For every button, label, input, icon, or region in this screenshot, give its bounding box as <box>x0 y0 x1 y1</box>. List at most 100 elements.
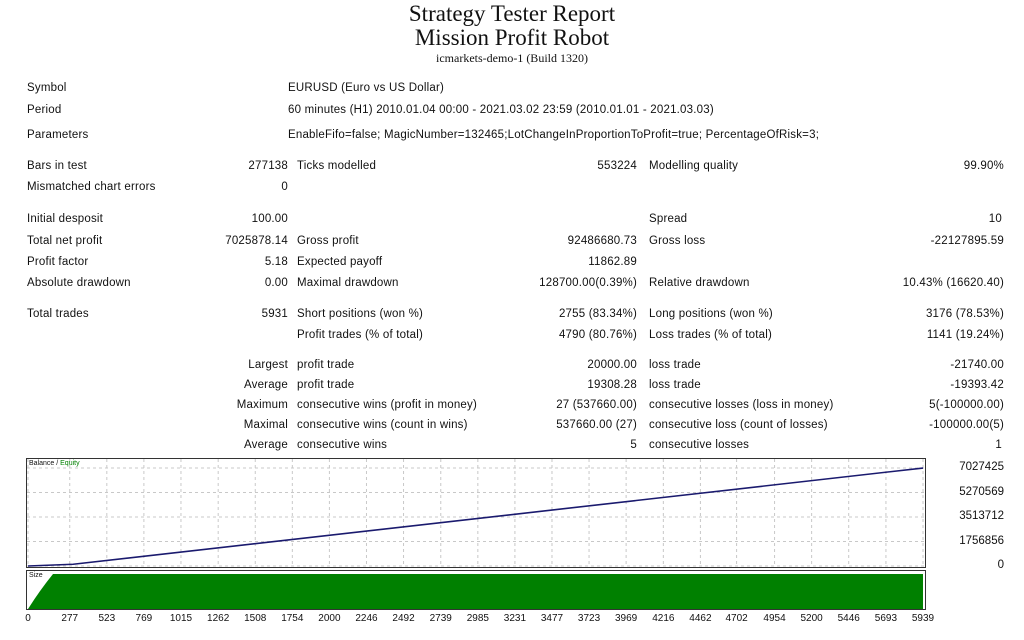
maximal-wins-value: 537660.00 (27) <box>556 419 637 431</box>
y-tick-label: 7027425 <box>959 461 1004 473</box>
x-tick-label: 3231 <box>503 613 527 624</box>
largest-profit-label: profit trade <box>297 359 355 371</box>
x-tick-label: 3969 <box>614 613 638 624</box>
total-trades-label: Total trades <box>27 308 89 320</box>
maximal-drawdown-label: Maximal drawdown <box>297 277 399 289</box>
y-tick-label: 5270569 <box>959 485 1004 498</box>
deposit-label: Initial desposit <box>27 213 104 225</box>
x-tick-label: 2492 <box>392 613 415 624</box>
x-tick-label: 769 <box>135 613 153 624</box>
maximal-losses-value: -100000.00(5) <box>929 419 1004 431</box>
expected-payoff-label: Expected payoff <box>297 256 383 268</box>
x-tick-label: 3477 <box>540 613 564 624</box>
maximum-wins-label: consecutive wins (profit in money) <box>297 399 478 411</box>
x-tick-label: 1015 <box>169 613 193 624</box>
profit-trades-label: Profit trades (% of total) <box>297 329 423 341</box>
x-tick-label: 1754 <box>281 613 304 624</box>
x-tick-label: 1262 <box>207 613 230 624</box>
chart-grid <box>27 459 925 567</box>
x-tick-label: 2246 <box>355 613 378 624</box>
maximum-losses-label: consecutive losses (loss in money) <box>649 399 834 411</box>
parameters-value: EnableFifo=false; MagicNumber=132465;Lot… <box>288 129 820 141</box>
x-tick-label: 4954 <box>763 613 786 624</box>
symbol-value: EURUSD (Euro vs US Dollar) <box>288 82 445 94</box>
x-tick-label: 5939 <box>911 613 935 624</box>
largest-profit-value: 20000.00 <box>587 359 637 371</box>
long-positions-label: Long positions (won %) <box>649 308 773 320</box>
x-tick-label: 2739 <box>429 613 452 624</box>
short-positions-label: Short positions (won %) <box>297 308 424 320</box>
symbol-label: Symbol <box>27 82 67 94</box>
spread-value: 10 <box>988 213 1002 225</box>
maximal-drawdown-value: 128700.00(0.39%) <box>539 277 637 289</box>
period-value: 60 minutes (H1) 2010.01.04 00:00 - 2021.… <box>288 104 714 116</box>
gross-profit-label: Gross profit <box>297 235 359 247</box>
bars-label: Bars in test <box>27 160 87 172</box>
gross-loss-value: -22127895.59 <box>930 235 1004 247</box>
period-label: Period <box>27 104 62 116</box>
average-profit-value: 19308.28 <box>587 379 637 391</box>
average-loss-value: -19393.42 <box>950 379 1004 391</box>
average-label: Average <box>243 379 288 391</box>
x-tick-label: 2985 <box>466 613 489 624</box>
size-label: Size <box>29 572 43 579</box>
maximum-losses-value: 5(-100000.00) <box>929 399 1004 411</box>
ticks-value: 553224 <box>597 160 637 172</box>
long-positions-value: 3176 (78.53%) <box>925 308 1004 320</box>
x-tick-label: 5693 <box>874 613 898 624</box>
report-title: Strategy Tester Report <box>408 1 616 26</box>
quality-label: Modelling quality <box>649 160 739 172</box>
average-consecutive-wins-value: 5 <box>630 439 637 451</box>
mismatch-label: Mismatched chart errors <box>27 181 156 193</box>
x-tick-label: 523 <box>98 613 116 624</box>
size-area <box>28 574 923 609</box>
x-tick-label: 4462 <box>689 613 712 624</box>
chart-legend: Balance / Equity <box>29 460 80 467</box>
legend-separator: / <box>54 460 61 467</box>
quality-value: 99.90% <box>963 160 1004 172</box>
maximum-wins-value: 27 (537660.00) <box>556 399 637 411</box>
expected-payoff-value: 11862.89 <box>588 256 637 268</box>
maximal-label: Maximal <box>243 419 288 431</box>
profit-factor-value: 5.18 <box>264 256 288 268</box>
relative-drawdown-label: Relative drawdown <box>649 277 750 289</box>
x-tick-label: 5446 <box>837 613 860 624</box>
short-positions-value: 2755 (83.34%) <box>558 308 637 320</box>
x-tick-label: 4216 <box>652 613 675 624</box>
x-tick-label: 1508 <box>244 613 267 624</box>
x-tick-label: 2000 <box>318 613 341 624</box>
total-trades-value: 5931 <box>261 308 288 320</box>
x-tick-label: 4702 <box>725 613 748 624</box>
balance-chart <box>26 458 926 568</box>
gross-loss-label: Gross loss <box>649 235 706 247</box>
maximal-wins-label: consecutive wins (count in wins) <box>297 419 468 431</box>
server-build: icmarkets-demo-1 (Build 1320) <box>436 51 588 65</box>
largest-loss-label: loss trade <box>649 359 701 371</box>
x-tick-label: 3723 <box>577 613 601 624</box>
maximal-losses-label: consecutive loss (count of losses) <box>649 419 828 431</box>
average-loss-label: loss trade <box>649 379 701 391</box>
x-tick-label: 277 <box>61 613 79 624</box>
loss-trades-label: Loss trades (% of total) <box>649 329 773 341</box>
x-tick-label: 0 <box>25 613 31 624</box>
net-profit-value: 7025878.14 <box>225 235 288 247</box>
average-consecutive-label: Average <box>243 439 288 451</box>
bars-value: 277138 <box>248 160 288 172</box>
legend-equity: Equity <box>60 460 80 467</box>
mismatch-value: 0 <box>281 181 288 193</box>
profit-factor-label: Profit factor <box>27 256 89 268</box>
spread-label: Spread <box>649 213 688 225</box>
average-consecutive-losses-label: consecutive losses <box>649 439 750 451</box>
profit-trades-value: 4790 (80.76%) <box>558 329 637 341</box>
y-tick-label: 3513712 <box>959 510 1004 522</box>
maximum-label: Maximum <box>236 399 288 411</box>
y-tick-label: 1756856 <box>959 534 1004 547</box>
x-tick-label: 5200 <box>800 613 823 624</box>
loss-trades-value: 1141 (19.24%) <box>926 329 1004 341</box>
parameters-label: Parameters <box>27 129 89 141</box>
legend-balance: Balance <box>29 460 55 467</box>
robot-name: Mission Profit Robot <box>414 25 610 50</box>
gross-profit-value: 92486680.73 <box>567 235 637 247</box>
y-tick-label: 0 <box>997 559 1004 571</box>
deposit-value: 100.00 <box>251 213 288 225</box>
